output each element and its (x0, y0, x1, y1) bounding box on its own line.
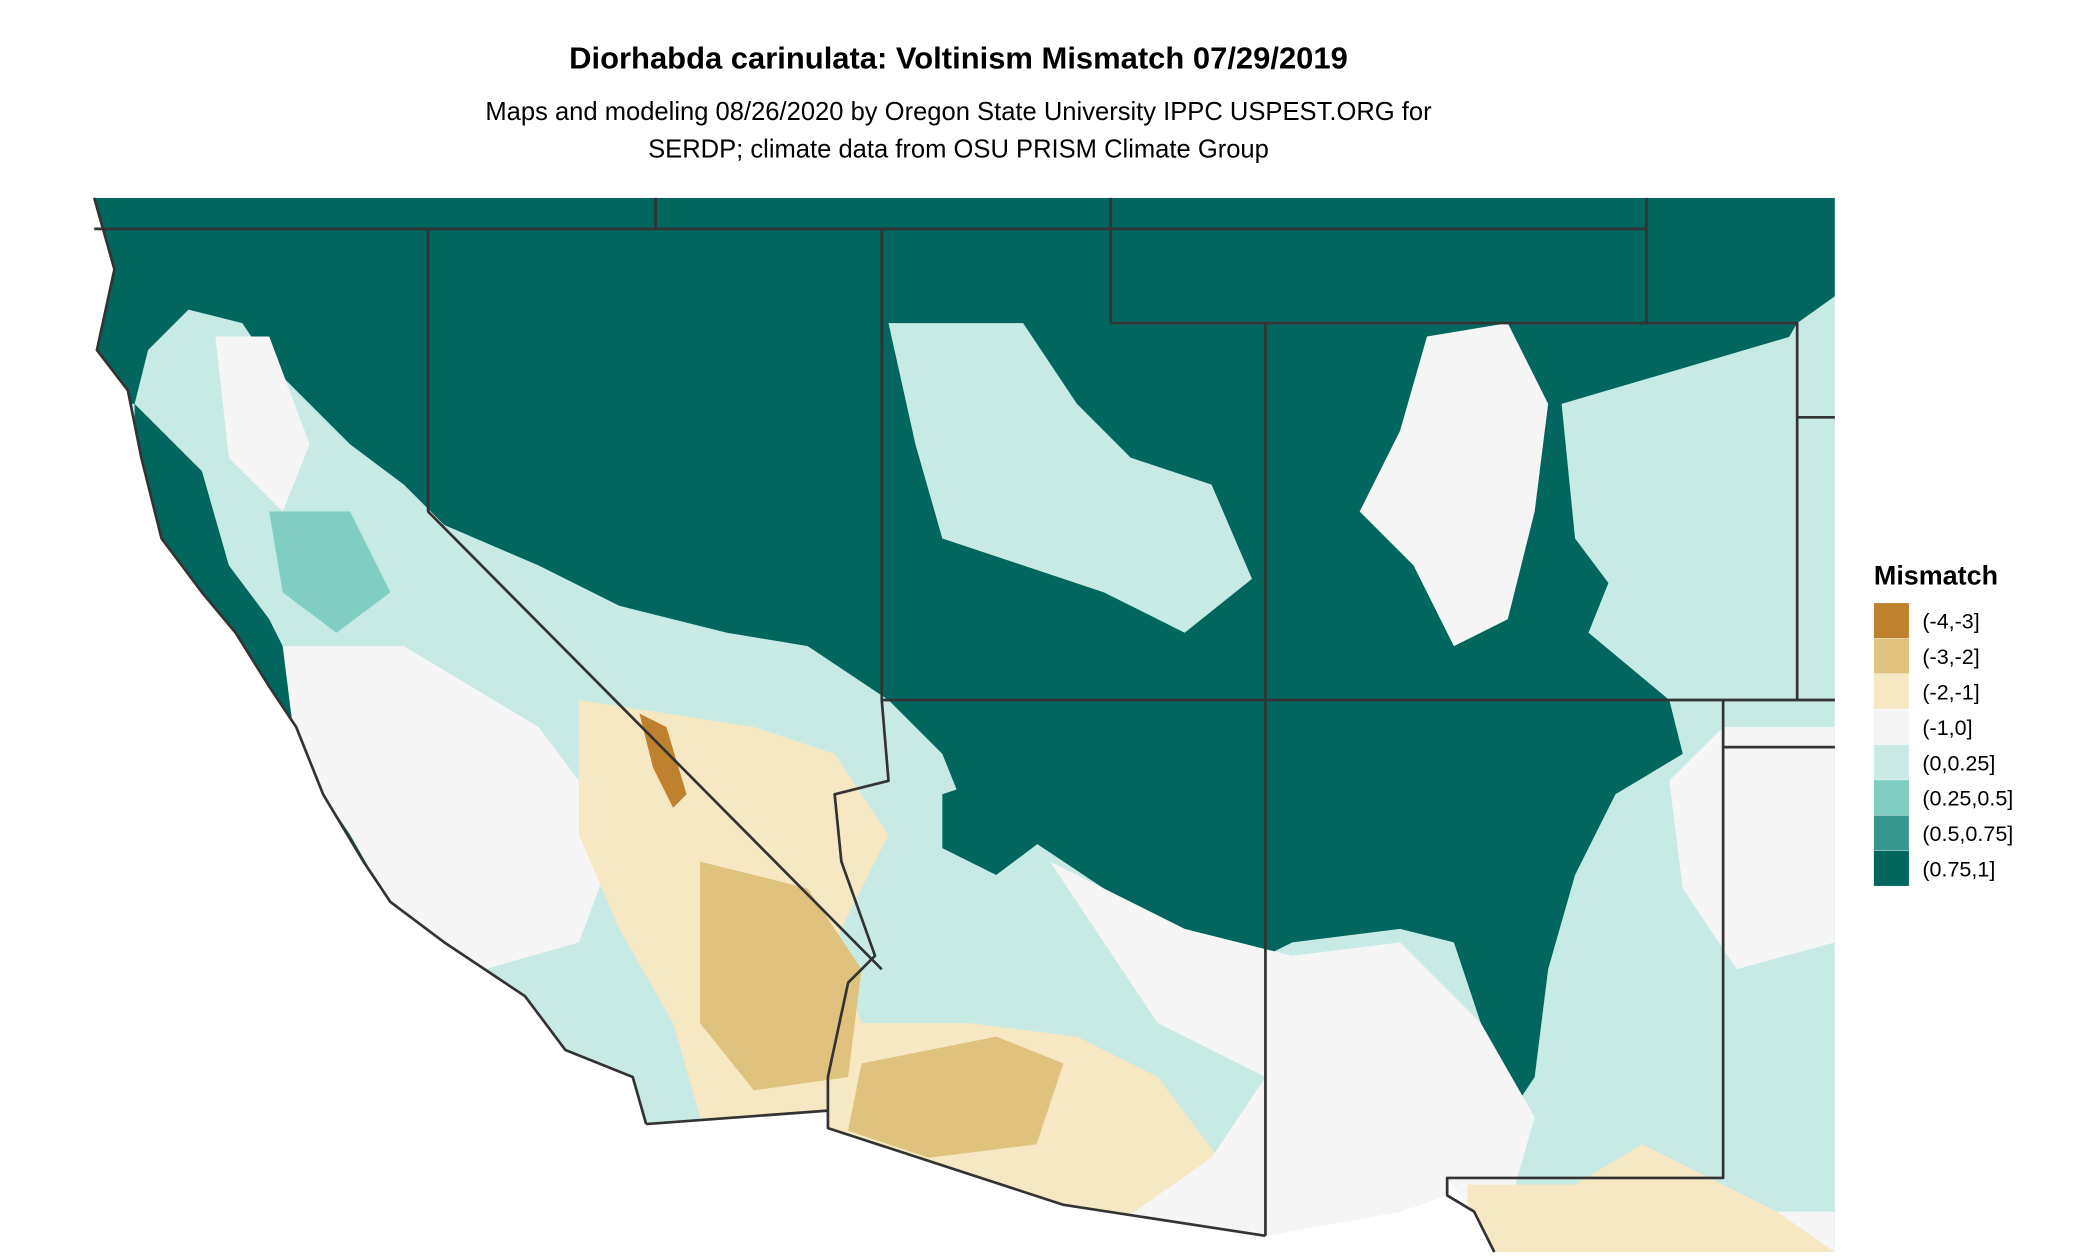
legend-label: (0.25,0.5] (1922, 787, 2013, 811)
map-subtitle: Maps and modeling 08/26/2020 by Oregon S… (485, 98, 1432, 126)
region (1467, 1144, 1835, 1252)
coastline (92, 197, 648, 1125)
region (282, 646, 620, 970)
legend-swatch (1873, 603, 1909, 639)
legend-swatch (1873, 815, 1909, 851)
legend-label: (-2,-1] (1922, 680, 1979, 704)
map-title: Diorhabda carinulata: Voltinism Mismatch… (569, 41, 1348, 76)
legend-swatch (1873, 850, 1909, 886)
raster (94, 197, 1835, 1252)
region (215, 336, 310, 512)
legend-swatch (1873, 780, 1909, 816)
legend-title: Mismatch (1874, 560, 1998, 590)
legend: (-4,-3] (-3,-2] (-2,-1] (-1,0] (0,0.25] (0.25… (1873, 603, 2013, 886)
legend-label: (0.75,1] (1922, 858, 1995, 882)
region (848, 1036, 1064, 1158)
border (94, 197, 1835, 1253)
legend-swatch (1873, 744, 1909, 780)
legend-label: (-1,0] (1922, 716, 1972, 740)
state-borders (92, 197, 1835, 1253)
legend-label: (-3,-2] (1922, 645, 1979, 669)
map-subtitle: SERDP; climate data from OSU PRISM Clima… (648, 136, 1269, 164)
legend-swatch (1873, 709, 1909, 745)
region (700, 861, 862, 1091)
legend-label: (-4,-3] (1922, 610, 1979, 634)
region (942, 767, 1051, 876)
legend-swatch (1873, 673, 1909, 709)
region (888, 323, 1252, 633)
legend-label: (0,0.25] (1922, 751, 1995, 775)
legend-label: (0.5,0.75] (1922, 822, 2013, 846)
region (1050, 726, 1835, 1252)
region (269, 511, 391, 633)
legend-swatch (1873, 638, 1909, 674)
region (1561, 336, 1835, 701)
region (1359, 323, 1549, 647)
